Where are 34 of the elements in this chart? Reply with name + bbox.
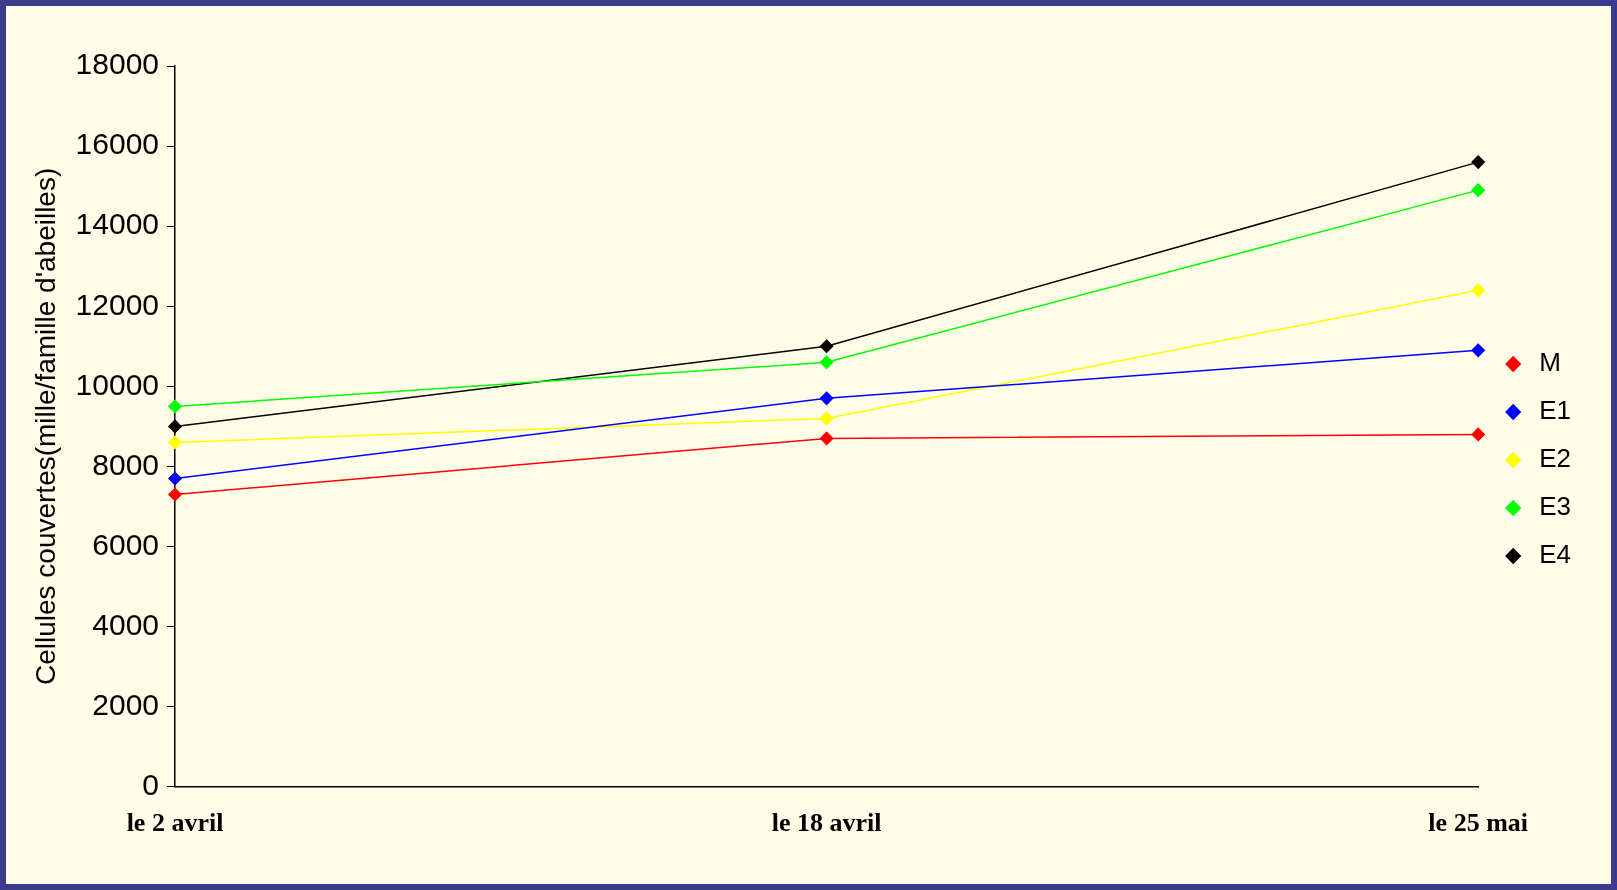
- y-tick-label: 4000: [92, 607, 160, 641]
- x-tick-label: le 18 avril: [771, 808, 882, 838]
- legend-label: E4: [1539, 539, 1572, 570]
- point: [168, 487, 182, 502]
- y-tick-label: 8000: [92, 447, 160, 481]
- y-tick-label: 18000: [75, 47, 160, 81]
- legend-label: E3: [1539, 491, 1572, 522]
- y-tick-label: 14000: [75, 207, 160, 241]
- point: [1471, 427, 1485, 442]
- point: [1471, 283, 1485, 297]
- point: [1471, 155, 1485, 169]
- point: [1471, 183, 1485, 197]
- y-tick-label: 10000: [75, 367, 160, 401]
- point: [168, 435, 182, 450]
- point: [168, 471, 182, 486]
- legend-label: E1: [1539, 395, 1572, 426]
- x-tick-label: le 2 avril: [126, 808, 224, 838]
- point: [819, 411, 834, 426]
- point: [168, 419, 182, 434]
- legend-label: M: [1539, 347, 1561, 378]
- y-tick-label: 12000: [75, 287, 160, 321]
- point: [819, 355, 834, 370]
- point: [819, 431, 834, 446]
- y-tick-label: 2000: [92, 687, 160, 721]
- x-tick-label: le 25 mai: [1428, 808, 1529, 838]
- point: [819, 339, 834, 354]
- point: [168, 399, 182, 414]
- y-tick-label: 0: [142, 768, 160, 802]
- y-tick-label: 6000: [92, 527, 160, 561]
- y-axis-title: Cellules couvertes(mille/famille d'abeilles): [29, 167, 61, 686]
- y-tick-label: 16000: [75, 127, 160, 161]
- point: [819, 391, 834, 406]
- point: [1471, 343, 1485, 358]
- legend-label: E2: [1539, 443, 1572, 474]
